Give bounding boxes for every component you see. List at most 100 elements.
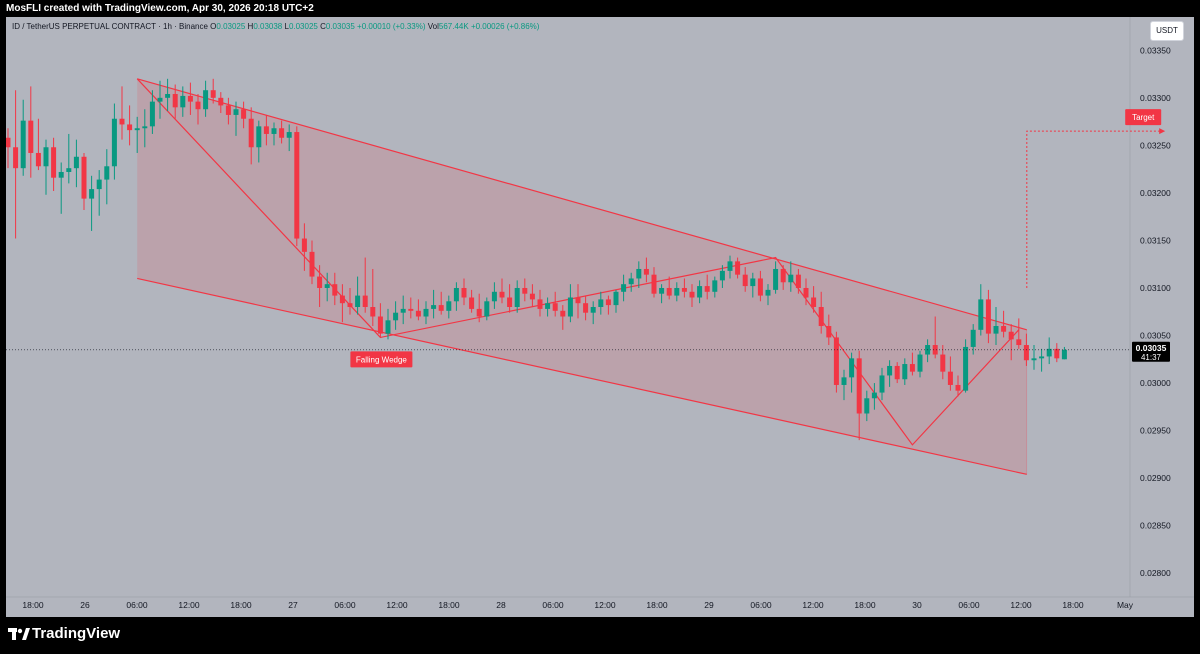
symbol-title: ID / TetherUS PERPETUAL CONTRACT · 1h · … <box>12 22 208 31</box>
candle-body <box>529 293 535 300</box>
candle-body <box>909 364 915 372</box>
candle <box>210 78 216 104</box>
candle <box>1001 310 1007 338</box>
candle-body <box>849 358 855 378</box>
candle <box>545 297 551 317</box>
candle <box>537 289 543 317</box>
candle-body <box>96 179 102 190</box>
candle <box>826 314 832 346</box>
candle-body <box>963 346 969 391</box>
candle-body <box>408 308 414 311</box>
candle <box>469 289 475 313</box>
x-tick-label: 12:00 <box>178 600 200 610</box>
candle <box>856 350 862 441</box>
candle <box>765 284 771 306</box>
candle <box>104 149 110 205</box>
candle-body <box>127 124 133 131</box>
candle <box>119 86 125 140</box>
candle <box>370 268 376 327</box>
candle <box>180 86 186 117</box>
candle-body <box>446 301 452 311</box>
candle-body <box>917 354 923 372</box>
candle <box>324 272 330 302</box>
candle <box>727 255 733 279</box>
candle-body <box>590 307 596 313</box>
candle <box>431 289 437 319</box>
candle-body <box>20 120 26 169</box>
wedge-fill <box>137 78 1027 475</box>
candle <box>788 261 794 292</box>
candle <box>970 324 976 355</box>
candle-body <box>393 312 399 321</box>
close-label: C <box>320 22 326 31</box>
candle-body <box>955 384 961 391</box>
low-label: L <box>284 22 289 31</box>
candle <box>20 99 26 176</box>
x-tick-label: 26 <box>80 600 90 610</box>
candle <box>674 282 680 302</box>
candle-body <box>742 274 748 287</box>
candle-body <box>887 365 893 376</box>
candle-body <box>347 303 353 307</box>
candle <box>263 114 269 146</box>
currency-button[interactable]: USDT <box>1150 21 1184 41</box>
candle-body <box>522 287 528 294</box>
countdown-label: 41:37 <box>1141 353 1162 362</box>
y-tick-label: 0.03100 <box>1140 283 1171 293</box>
candle-body <box>803 287 809 298</box>
candle-body <box>993 326 999 334</box>
wedge-upper-line <box>137 78 1027 331</box>
candle-body <box>636 268 642 279</box>
tradingview-brand: TradingView <box>32 625 121 642</box>
candle-body <box>788 274 794 283</box>
high-value: 0.03038 <box>253 22 283 31</box>
chart-area[interactable]: 0.03350 0.03300 0.03250 0.03200 0.03150 0.031… <box>6 17 1194 617</box>
symbol-legend: ID / TetherUS PERPETUAL CONTRACT · 1h · … <box>12 22 539 31</box>
candle-body <box>248 118 254 148</box>
candle-body <box>757 278 763 296</box>
candle <box>651 267 657 298</box>
candle <box>795 268 801 294</box>
candle-body <box>613 291 619 306</box>
y-tick-label: 0.03200 <box>1140 188 1171 198</box>
x-tick-label: 27 <box>288 600 298 610</box>
candle <box>887 360 893 387</box>
candle-body <box>978 299 984 330</box>
candle-body <box>719 270 725 281</box>
candle-body <box>195 101 201 110</box>
candle <box>362 257 368 313</box>
candle-body <box>765 289 771 296</box>
candle <box>575 284 581 319</box>
candle <box>993 307 999 346</box>
candle <box>735 257 741 279</box>
candle <box>484 297 490 321</box>
candle-body <box>1016 339 1022 346</box>
candle-body <box>1061 349 1067 360</box>
candle-body <box>750 278 756 287</box>
candle <box>849 352 855 393</box>
candle <box>955 375 961 397</box>
candle-body <box>537 299 543 309</box>
candle-body <box>735 261 741 275</box>
candle <box>1054 343 1060 363</box>
candle-body <box>780 268 786 283</box>
candle-body <box>833 337 839 385</box>
candle <box>963 339 969 393</box>
candle-body <box>871 392 877 399</box>
candle-body <box>339 295 345 304</box>
candle <box>833 331 839 393</box>
change-value: +0.00010 (+0.33%) <box>357 22 426 31</box>
candle-body <box>233 109 239 115</box>
candle <box>58 162 64 214</box>
price-chart[interactable]: 0.03350 0.03300 0.03250 0.03200 0.03150 0.031… <box>6 17 1194 617</box>
y-tick-label: 0.02850 <box>1140 521 1171 531</box>
candle-body <box>552 303 558 311</box>
candle <box>773 261 779 294</box>
candle-body <box>681 287 687 292</box>
candle-body <box>172 94 178 108</box>
candle-body <box>598 299 604 307</box>
candle-body <box>818 307 824 327</box>
candle <box>385 308 391 340</box>
candle <box>142 109 148 148</box>
x-tick-label: 28 <box>496 600 506 610</box>
